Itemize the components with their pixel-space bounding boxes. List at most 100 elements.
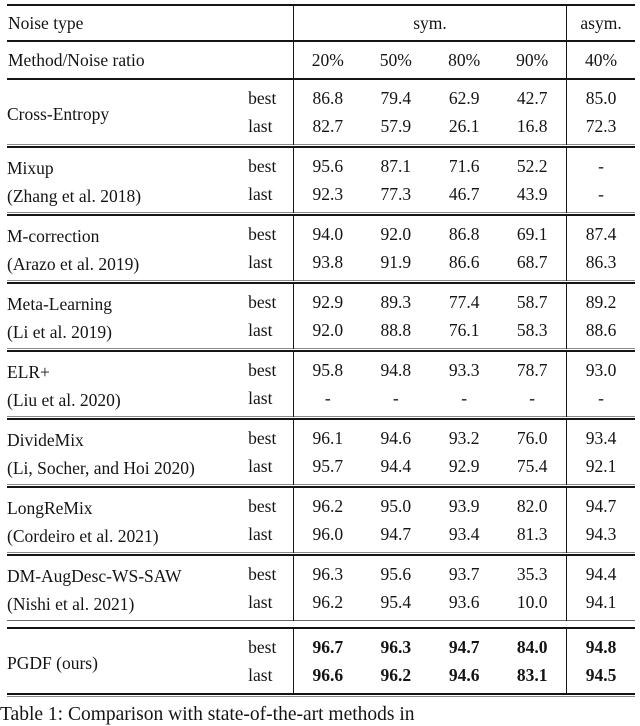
- method-cell: DM-AugDesc-WS-SAW (Nishi et al. 2021): [7, 555, 245, 621]
- table-row: Meta-Learning (Li et al. 2019) best 92.9…: [7, 283, 635, 342]
- results-table: Noise type sym. asym. Method/Noise ratio…: [7, 4, 635, 697]
- cell-value: 93.4: [448, 523, 480, 544]
- method-name: PGDF (ours): [7, 653, 98, 673]
- rule-divider: [7, 693, 635, 697]
- cell-value: 84.0: [498, 628, 568, 661]
- table-row: last 96.0 94.7 93.4 81.3 94.3: [7, 520, 635, 553]
- cell-value: 94.6: [380, 427, 412, 448]
- best-label: best: [245, 628, 294, 661]
- cell-value: 77.3: [380, 183, 412, 204]
- cell-value: 76.1: [448, 319, 480, 340]
- cell-value: 52.2: [498, 147, 568, 180]
- method-citation: (Li, Socher, and Hoi 2020): [7, 458, 195, 478]
- cell-value: 82.7: [312, 115, 344, 136]
- cell-value: 94.7: [448, 636, 480, 657]
- cell-value: 57.9: [380, 115, 412, 136]
- cell-value: 95.8: [312, 359, 344, 380]
- cell-value: 89.3: [380, 291, 412, 312]
- method-citation: (Li et al. 2019): [7, 322, 112, 342]
- last-label: last: [245, 112, 294, 145]
- cell-value: 35.3: [498, 555, 568, 588]
- cell-value: 95.0: [380, 495, 412, 516]
- table-row: LongReMix (Cordeiro et al. 2021) best 96…: [7, 487, 635, 546]
- best-label: best: [245, 80, 294, 112]
- method-name: Cross-Entropy: [7, 104, 110, 124]
- method-name: Meta-Learning: [7, 294, 112, 314]
- cell-value: 26.1: [448, 115, 480, 136]
- method-cell: DivideMix (Li, Socher, and Hoi 2020): [7, 419, 245, 485]
- last-label: last: [245, 588, 294, 621]
- cell-value: 91.9: [380, 251, 412, 272]
- cell-value: 96.6: [312, 664, 344, 685]
- table-row: Mixup (Zhang et al. 2018) best 95.6 87.1…: [7, 147, 635, 206]
- table-caption: Table 1: Comparison with state-of-the-ar…: [0, 704, 415, 725]
- cell-value: 94.7: [380, 523, 412, 544]
- cell-value: 10.0: [498, 588, 568, 621]
- cell-value: 87.1: [380, 155, 412, 176]
- cell-value: 96.1: [312, 427, 344, 448]
- best-label: best: [245, 215, 294, 248]
- table-row: last 92.0 88.8 76.1 58.3 88.6: [7, 316, 635, 349]
- cell-value: 42.7: [498, 80, 568, 112]
- rule-divider: [7, 144, 635, 148]
- method-name: DivideMix: [7, 430, 84, 450]
- ratio-header: 80%: [448, 49, 481, 70]
- cell-value: 86.6: [448, 251, 480, 272]
- cell-value: 77.4: [448, 291, 480, 312]
- cell-value: 93.7: [448, 563, 480, 584]
- table-row: last - - - - -: [7, 384, 635, 417]
- cell-value: -: [598, 155, 604, 176]
- method-name: M-correction: [7, 226, 100, 246]
- asym-ratio-header: 40%: [585, 49, 618, 70]
- cell-value: 68.7: [498, 248, 568, 281]
- cell-value: 69.1: [498, 215, 568, 248]
- cell-value: 76.0: [498, 419, 568, 452]
- best-label: best: [245, 147, 294, 180]
- cell-value: 96.2: [380, 664, 412, 685]
- cell-value: 94.1: [585, 591, 617, 612]
- cell-value: 92.1: [585, 455, 617, 476]
- last-label: last: [245, 520, 294, 553]
- cell-value: -: [324, 387, 331, 408]
- cell-value: 94.7: [585, 495, 617, 516]
- cell-value: 93.8: [312, 251, 344, 272]
- cell-value: 92.3: [312, 183, 344, 204]
- cell-value: 96.2: [312, 591, 344, 612]
- method-name: Mixup: [7, 158, 54, 178]
- table-row: last 93.8 91.9 86.6 68.7 86.3: [7, 248, 635, 281]
- method-name: DM-AugDesc-WS-SAW: [7, 566, 182, 586]
- cell-value: 94.3: [585, 523, 617, 544]
- cell-value: 78.7: [498, 351, 568, 384]
- cell-value: 88.6: [585, 319, 617, 340]
- best-label: best: [245, 283, 294, 316]
- ratio-header: 90%: [498, 42, 568, 79]
- cell-value: 93.9: [448, 495, 480, 516]
- cell-value: 96.0: [312, 523, 344, 544]
- cell-value: 94.0: [312, 223, 344, 244]
- cell-value: 94.6: [448, 664, 480, 685]
- cell-value: 82.0: [498, 487, 568, 520]
- cell-value: 43.9: [498, 180, 568, 213]
- rule-divider: [7, 620, 635, 629]
- last-label: last: [245, 384, 294, 417]
- table-row: last 96.2 95.4 93.6 10.0 94.1: [7, 588, 635, 621]
- cell-value: 96.7: [312, 636, 344, 657]
- cell-value: -: [498, 384, 568, 417]
- rule-divider: [7, 280, 635, 284]
- cell-value: 93.2: [448, 427, 480, 448]
- method-cell: Mixup (Zhang et al. 2018): [7, 147, 245, 213]
- last-label: last: [245, 180, 294, 213]
- table-row: last 92.3 77.3 46.7 43.9 -: [7, 180, 635, 213]
- table-row: M-correction (Arazo et al. 2019) best 94…: [7, 215, 635, 274]
- cell-value: 72.3: [585, 115, 617, 136]
- ratio-header: 20%: [311, 49, 344, 70]
- method-cell: M-correction (Arazo et al. 2019): [7, 215, 245, 281]
- cell-value: 92.0: [380, 223, 412, 244]
- method-name: LongReMix: [7, 498, 93, 518]
- cell-value: 95.4: [380, 591, 412, 612]
- rule-divider: [7, 212, 635, 216]
- best-label: best: [245, 487, 294, 520]
- cell-value: 86.3: [585, 251, 617, 272]
- cell-value: 58.3: [498, 316, 568, 349]
